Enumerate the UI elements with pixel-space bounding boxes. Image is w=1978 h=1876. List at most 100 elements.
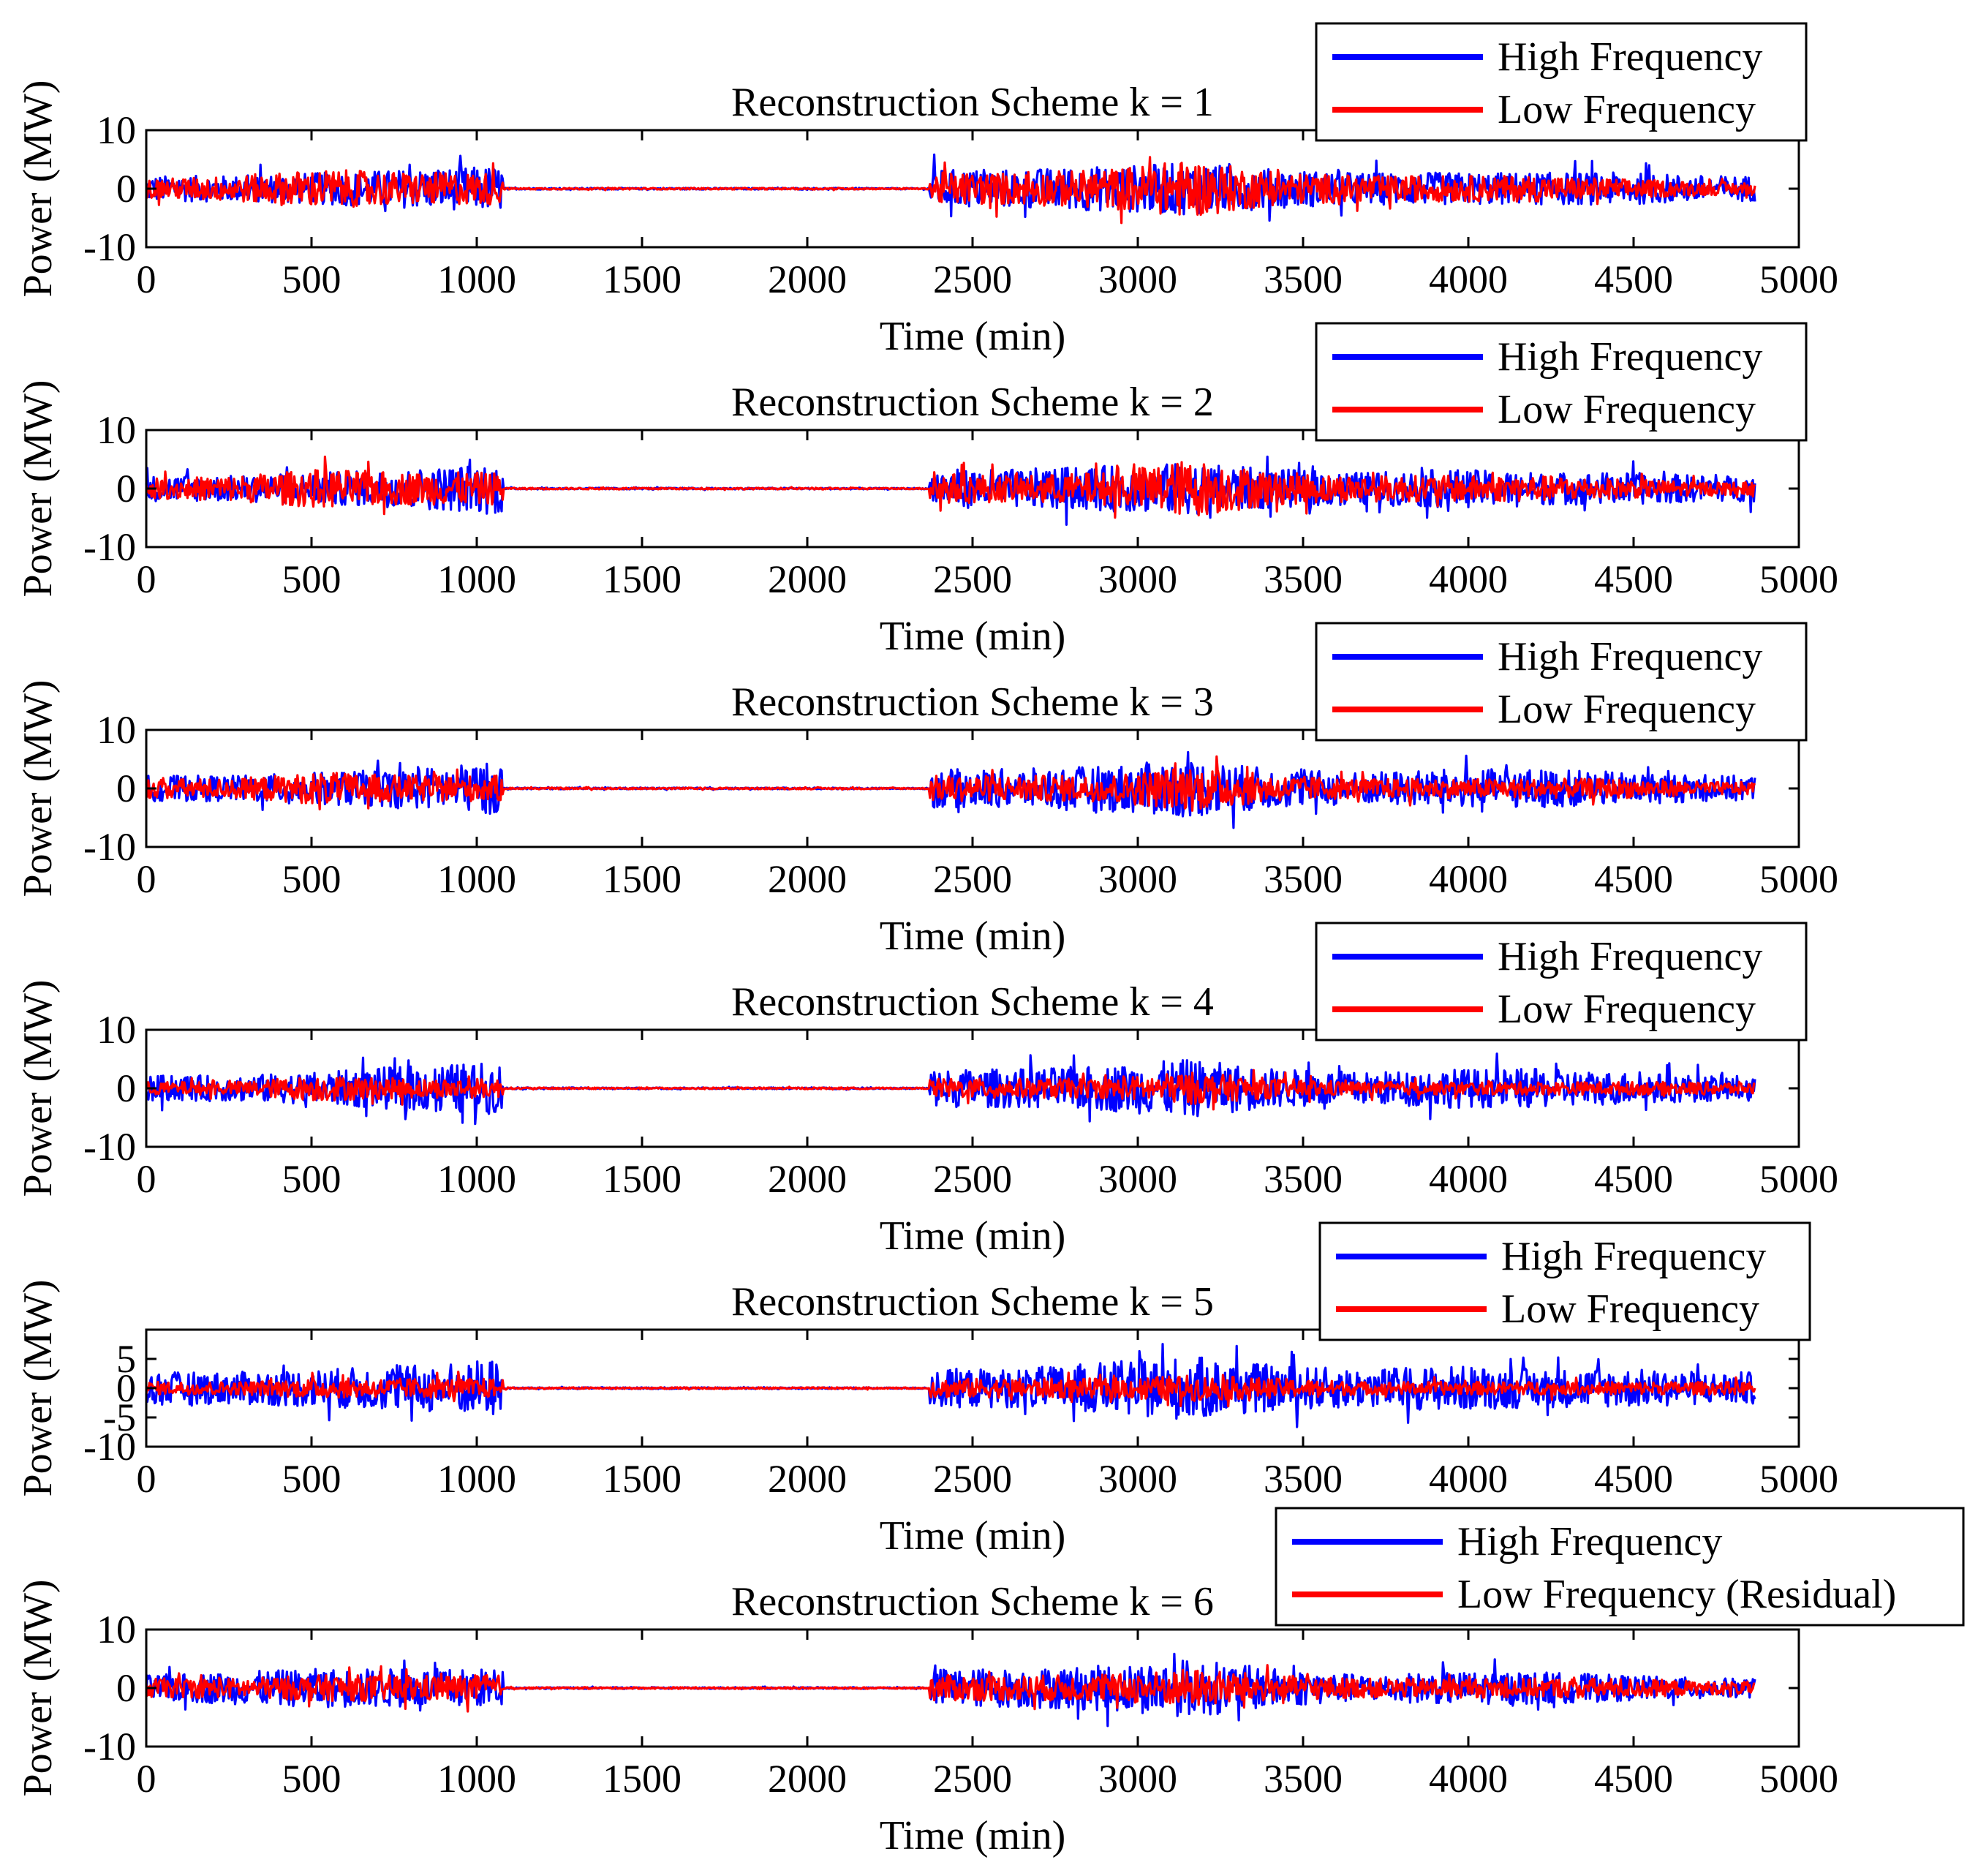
series-line-low-5	[145, 1371, 1756, 1408]
chart-title: Reconstruction Scheme k = 4	[731, 979, 1214, 1025]
chart-title: Reconstruction Scheme k = 5	[731, 1279, 1214, 1325]
x-tick-label: 4500	[1594, 257, 1673, 301]
y-tick-label: 10	[97, 708, 136, 752]
legend: High Frequency Low Frequency	[1315, 322, 1808, 442]
chart-title: Reconstruction Scheme k = 3	[731, 679, 1214, 725]
x-tick-label: 0	[137, 857, 156, 901]
chart-panel-2: 0 500 1000 1500 2000 2500 3000 3500 4000 4500 5000…	[15, 322, 1838, 659]
x-axis-label: Time (min)	[880, 614, 1066, 659]
legend-box	[1315, 322, 1808, 442]
series-line-low-4	[145, 1069, 1756, 1111]
x-tick-label: 4500	[1594, 857, 1673, 901]
x-tick-label: 3500	[1264, 257, 1343, 301]
x-tick-label: 5000	[1759, 857, 1838, 901]
x-axis-label: Time (min)	[880, 1513, 1066, 1559]
legend: High Frequency Low Frequency	[1315, 922, 1808, 1041]
x-tick-label: 1000	[437, 1757, 516, 1801]
x-tick-label: 2000	[768, 1757, 847, 1801]
x-tick-label: 5000	[1759, 557, 1838, 601]
x-tick-label: 0	[137, 1457, 156, 1501]
y-axis-label: Power (MW)	[15, 1579, 61, 1796]
x-tick-label: 2500	[933, 1757, 1012, 1801]
x-tick-label: 2500	[933, 1157, 1012, 1201]
legend-label-high: High Frequency	[1498, 634, 1762, 679]
chart-title: Reconstruction Scheme k = 2	[731, 380, 1214, 425]
x-tick-label: 4000	[1429, 1757, 1508, 1801]
x-tick-label: 500	[282, 1457, 341, 1501]
y-tick-label: -10	[83, 1125, 136, 1169]
y-tick-label: 10	[97, 408, 136, 452]
x-tick-label: 2000	[768, 1157, 847, 1201]
y-tick-label: 0	[116, 167, 136, 211]
y-tick-label: 10	[97, 1608, 136, 1651]
y-tick-label: -10	[83, 1725, 136, 1768]
x-tick-label: 4500	[1594, 557, 1673, 601]
legend-label-high: High Frequency	[1498, 334, 1762, 380]
y-tick-label: 0	[116, 467, 136, 511]
y-tick-label: 0	[116, 766, 136, 810]
chart-panel-3: 0 500 1000 1500 2000 2500 3000 3500 4000 4500 5000…	[15, 622, 1838, 959]
y-tick-label: 10	[97, 1008, 136, 1052]
x-tick-label: 0	[137, 1757, 156, 1801]
legend: High Frequency Low Frequency	[1315, 22, 1808, 142]
x-tick-label: 500	[282, 1757, 341, 1801]
x-tick-label: 4000	[1429, 857, 1508, 901]
x-tick-label: 500	[282, 557, 341, 601]
chart-panel-1: 0 500 1000 1500 2000 2500 3000 3500 4000 4500 5000…	[15, 22, 1838, 359]
legend-label-high: High Frequency	[1501, 1234, 1766, 1279]
x-tick-label: 1000	[437, 857, 516, 901]
y-tick-label: 10	[97, 108, 136, 152]
y-axis-label: Power (MW)	[15, 979, 61, 1197]
x-tick-label: 5000	[1759, 1157, 1838, 1201]
x-tick-label: 1000	[437, 257, 516, 301]
legend-box	[1318, 1221, 1811, 1341]
x-tick-label: 2000	[768, 257, 847, 301]
x-tick-label: 0	[137, 557, 156, 601]
chart-panel-5: 0 500 1000 1500 2000 2500 3000 3500 4000 4500 5000…	[15, 1221, 1838, 1559]
x-tick-label: 4000	[1429, 257, 1508, 301]
x-tick-label: 500	[282, 1157, 341, 1201]
x-tick-label: 5000	[1759, 1457, 1838, 1501]
legend-label-low: Low Frequency	[1501, 1287, 1759, 1332]
y-tick-label: -10	[83, 1425, 136, 1469]
x-tick-label: 3000	[1098, 857, 1177, 901]
legend-label-low: Low Frequency	[1498, 387, 1756, 432]
x-tick-label: 3000	[1098, 1757, 1177, 1801]
chart-panel-4: 0 500 1000 1500 2000 2500 3000 3500 4000 4500 5000…	[15, 922, 1838, 1259]
y-tick-label: 0	[116, 1366, 136, 1410]
x-axis-label: Time (min)	[880, 1213, 1066, 1259]
y-tick-label: -10	[83, 525, 136, 569]
legend: High Frequency Low Frequency	[1315, 622, 1808, 742]
x-tick-label: 0	[137, 1157, 156, 1201]
x-tick-label: 0	[137, 257, 156, 301]
x-tick-label: 3500	[1264, 1457, 1343, 1501]
x-tick-label: 1500	[603, 857, 682, 901]
y-tick-label: 0	[116, 1066, 136, 1110]
x-tick-label: 1500	[603, 257, 682, 301]
legend-box	[1315, 922, 1808, 1041]
x-tick-label: 1500	[603, 557, 682, 601]
x-tick-label: 3000	[1098, 1157, 1177, 1201]
x-tick-label: 2000	[768, 1457, 847, 1501]
legend-box	[1315, 22, 1808, 142]
x-tick-label: 2500	[933, 557, 1012, 601]
x-tick-label: 5000	[1759, 257, 1838, 301]
x-tick-label: 3000	[1098, 557, 1177, 601]
y-tick-label: 5	[116, 1337, 136, 1381]
chart-title: Reconstruction Scheme k = 1	[731, 80, 1214, 125]
legend: High Frequency Low Frequency (Residual)	[1275, 1507, 1965, 1627]
x-tick-label: 4000	[1429, 1457, 1508, 1501]
legend-box	[1275, 1507, 1965, 1627]
x-tick-label: 4500	[1594, 1157, 1673, 1201]
legend: High Frequency Low Frequency	[1318, 1221, 1811, 1341]
x-tick-label: 500	[282, 857, 341, 901]
legend-label-low: Low Frequency (Residual)	[1457, 1572, 1896, 1617]
x-tick-label: 4000	[1429, 557, 1508, 601]
series-line-low-3	[145, 755, 1756, 812]
chart-panel-6: 0 500 1000 1500 2000 2500 3000 3500 4000 4500 5000…	[15, 1507, 1965, 1858]
x-tick-label: 4500	[1594, 1757, 1673, 1801]
x-axis-label: Time (min)	[880, 314, 1066, 359]
x-tick-label: 3500	[1264, 857, 1343, 901]
chart-title: Reconstruction Scheme k = 6	[731, 1579, 1214, 1624]
